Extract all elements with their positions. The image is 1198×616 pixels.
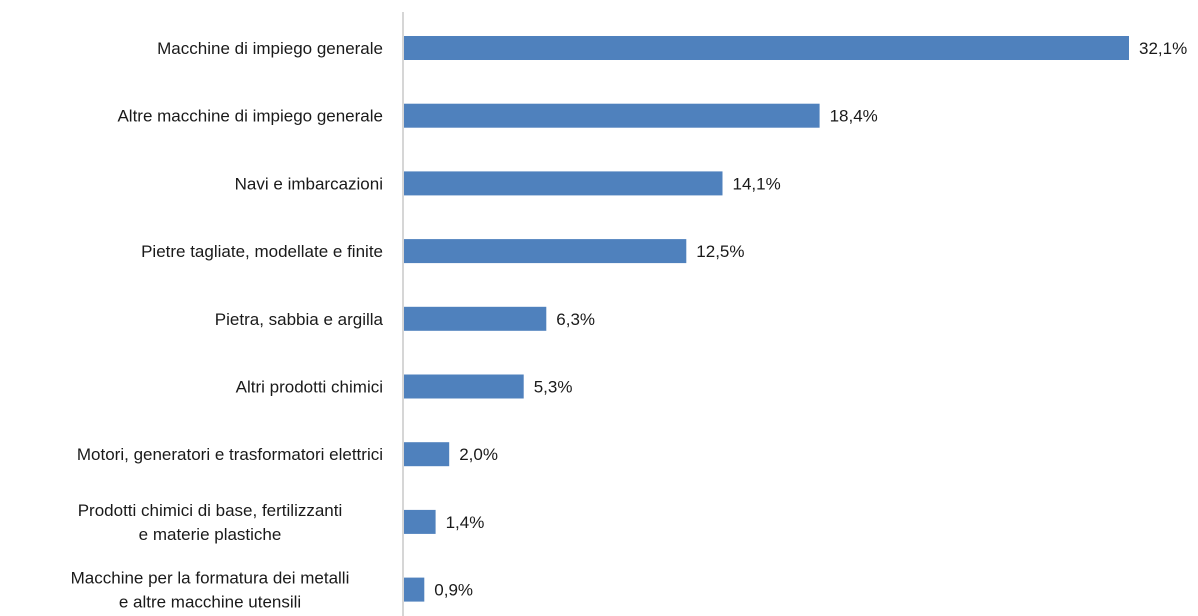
value-label-0: 32,1% bbox=[1139, 39, 1187, 58]
bar-8 bbox=[404, 577, 425, 602]
value-label-2: 14,1% bbox=[733, 174, 781, 193]
category-label-5: Altri prodotti chimici bbox=[236, 378, 383, 397]
category-label-6: Motori, generatori e trasformatori elett… bbox=[77, 445, 383, 464]
bar-6 bbox=[404, 442, 450, 467]
bar-4 bbox=[404, 306, 547, 331]
bar-3 bbox=[404, 239, 687, 264]
value-labels-group: 32,1% 18,4% 14,1% 12,5% 6,3% 5,3% 2,0% 1,4% 0,9% bbox=[434, 39, 1187, 600]
bar-2 bbox=[404, 171, 723, 196]
value-label-8: 0,9% bbox=[434, 581, 473, 600]
category-label-1: Altre macchine di impiego generale bbox=[117, 107, 383, 126]
value-label-4: 6,3% bbox=[556, 310, 595, 329]
category-label-8-line-0: Macchine per la formatura dei metalli bbox=[71, 569, 350, 588]
category-labels-group: Macchine di impiego generale Altre macchi… bbox=[71, 39, 384, 612]
bars-group bbox=[404, 36, 1129, 602]
value-label-5: 5,3% bbox=[534, 378, 573, 397]
category-label-8-line-1: e altre macchine utensili bbox=[119, 593, 301, 612]
value-label-7: 1,4% bbox=[446, 513, 485, 532]
bar-0 bbox=[404, 36, 1129, 60]
category-label-7-line-1: e materie plastiche bbox=[139, 525, 282, 544]
category-label-7-line-0: Prodotti chimici di base, fertilizzanti bbox=[78, 501, 343, 520]
value-label-3: 12,5% bbox=[696, 242, 744, 261]
category-label-2: Navi e imbarcazioni bbox=[235, 174, 383, 193]
bar-7 bbox=[404, 509, 436, 534]
bar-5 bbox=[404, 374, 524, 399]
value-label-1: 18,4% bbox=[830, 107, 878, 126]
category-label-4: Pietra, sabbia e argilla bbox=[215, 310, 384, 329]
category-label-3: Pietre tagliate, modellate e finite bbox=[141, 242, 383, 261]
category-label-0: Macchine di impiego generale bbox=[157, 39, 383, 58]
bar-1 bbox=[404, 103, 820, 128]
value-label-6: 2,0% bbox=[459, 445, 498, 464]
